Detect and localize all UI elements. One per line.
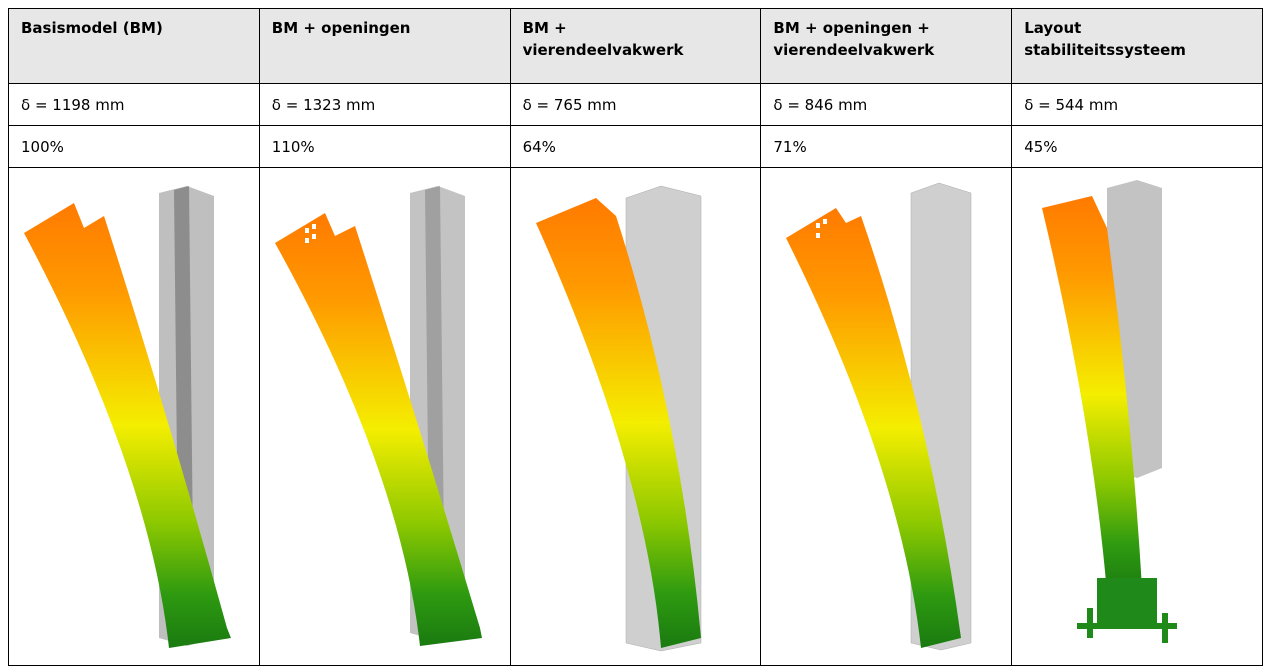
- comparison-table: Basismodel (BM) BM + openingen BM + vier…: [8, 8, 1263, 666]
- header-text: Layout stabiliteitssysteem: [1024, 17, 1209, 61]
- image-cell: [9, 168, 260, 666]
- deflection-row: δ = 1198 mm δ = 1323 mm δ = 765 mm δ = 8…: [9, 84, 1263, 126]
- model-render: [761, 168, 1011, 665]
- header-cell: BM + vierendeelvakwerk: [510, 9, 761, 84]
- header-text: BM + openingen + vierendeelvakwerk: [773, 17, 958, 61]
- deflection-cell: δ = 1323 mm: [259, 84, 510, 126]
- deflection-cell: δ = 765 mm: [510, 84, 761, 126]
- header-text: BM + openingen: [272, 17, 457, 39]
- percentage-cell: 45%: [1012, 126, 1263, 168]
- image-cell: [761, 168, 1012, 666]
- model-render: [1012, 168, 1262, 665]
- deflection-cell: δ = 544 mm: [1012, 84, 1263, 126]
- model-render: [9, 168, 259, 665]
- model-render: [511, 168, 761, 665]
- header-row: Basismodel (BM) BM + openingen BM + vier…: [9, 9, 1263, 84]
- page: Basismodel (BM) BM + openingen BM + vier…: [0, 0, 1270, 665]
- image-cell: [259, 168, 510, 666]
- percentage-cell: 71%: [761, 126, 1012, 168]
- percentage-cell: 110%: [259, 126, 510, 168]
- foundation: [1077, 578, 1177, 643]
- model-render: [260, 168, 510, 665]
- percentage-cell: 100%: [9, 126, 260, 168]
- image-cell: [510, 168, 761, 666]
- deflection-cell: δ = 1198 mm: [9, 84, 260, 126]
- header-cell: BM + openingen + vierendeelvakwerk: [761, 9, 1012, 84]
- header-text: BM + vierendeelvakwerk: [523, 17, 708, 61]
- percentage-cell: 64%: [510, 126, 761, 168]
- header-cell: BM + openingen: [259, 9, 510, 84]
- header-cell: Layout stabiliteitssysteem: [1012, 9, 1263, 84]
- percentage-row: 100% 110% 64% 71% 45%: [9, 126, 1263, 168]
- image-row: [9, 168, 1263, 666]
- header-text: Basismodel (BM): [21, 17, 206, 39]
- header-cell: Basismodel (BM): [9, 9, 260, 84]
- image-cell: [1012, 168, 1263, 666]
- deflection-cell: δ = 846 mm: [761, 84, 1012, 126]
